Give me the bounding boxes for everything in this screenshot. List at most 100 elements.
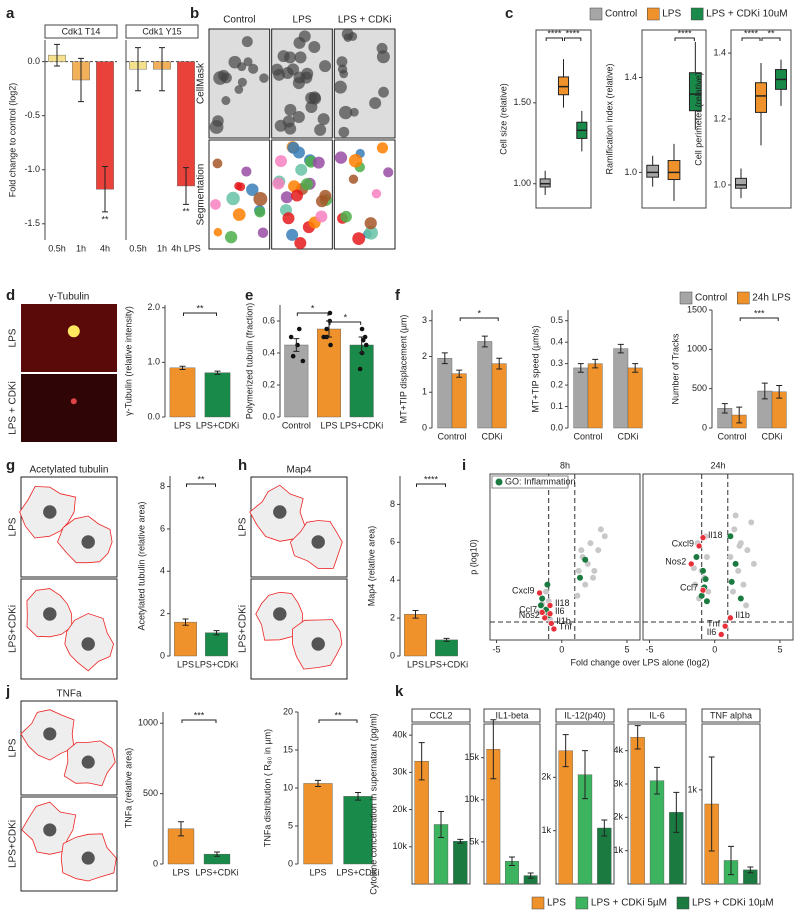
data-point	[700, 567, 706, 574]
significance: **	[196, 303, 204, 313]
error-bar	[592, 358, 599, 369]
bar	[317, 328, 341, 418]
data-point	[730, 588, 736, 595]
box	[557, 76, 570, 96]
data-point	[702, 576, 709, 583]
bar	[174, 621, 197, 657]
error-bar	[178, 821, 184, 837]
significance: ****	[547, 28, 562, 38]
error-bar	[135, 47, 141, 92]
error-bar	[159, 47, 165, 92]
y-tick-label: 15k	[464, 752, 479, 762]
panel-letter: j	[5, 683, 10, 700]
y-tick-label: 5	[288, 820, 293, 830]
y-tick-label: 8	[390, 499, 395, 509]
bar	[205, 632, 228, 657]
x-tick-label: LPS	[407, 659, 424, 669]
segment	[315, 210, 328, 223]
y-tick-label: 0	[702, 422, 707, 432]
bar	[343, 796, 373, 865]
image-title: Acetylated tubulin	[30, 465, 109, 476]
data-point	[321, 334, 326, 340]
segment	[210, 199, 221, 210]
cell	[333, 80, 347, 94]
segment	[383, 167, 394, 178]
data-point	[601, 533, 608, 540]
y-axis-label: MT+TIP displacement (µm)	[398, 315, 408, 424]
error-bar	[179, 365, 186, 370]
significance-bracket	[459, 317, 499, 321]
facet-header	[125, 24, 199, 39]
y-tick-label: 2k	[613, 812, 623, 822]
error-bar	[632, 363, 639, 373]
data-point	[300, 358, 306, 364]
cell-body	[81, 755, 95, 769]
segment	[287, 141, 300, 154]
bar	[204, 372, 231, 418]
row-label: LPS + CDKi	[8, 381, 19, 435]
segment	[334, 151, 348, 164]
y-tick-label: 0.0	[550, 422, 563, 432]
data-point	[582, 556, 589, 563]
y-axis-label: TNFa distribution ( R₈₀ in µm)	[262, 729, 272, 847]
y-axis-label: Map4 (relative area)	[366, 526, 376, 607]
y-tick-label: 2k	[541, 772, 551, 782]
bar	[491, 363, 507, 429]
bar	[404, 614, 427, 657]
legend-swatch	[575, 896, 589, 910]
error-bar	[443, 637, 450, 642]
box	[539, 178, 551, 188]
x-tick-label: 5	[777, 644, 782, 654]
y-tick-label: 0.0	[147, 411, 160, 421]
x-axis-label: Fold change over LPS alone (log2)	[570, 657, 709, 667]
error-bar	[326, 320, 332, 338]
x-tick-label: LPS+CDKi	[195, 659, 238, 669]
cell	[378, 86, 389, 98]
error-bar	[355, 792, 361, 801]
y-tick-label: 1.2	[713, 113, 726, 123]
significance: *	[311, 303, 315, 313]
y-axis-label: TNFa (relative area)	[123, 748, 133, 829]
significance: *	[344, 312, 348, 322]
y-tick-label: 0	[160, 650, 165, 660]
segment	[291, 189, 304, 202]
y-tick-label: 1000	[687, 344, 707, 354]
panel-letter: e	[245, 287, 253, 304]
cell	[376, 42, 388, 54]
point-label: Tnf	[559, 621, 573, 631]
segment	[288, 180, 301, 193]
data-point	[578, 547, 585, 554]
x-tick-label: 4h	[100, 243, 110, 253]
y-axis-label: Cell perimeter (relative)	[693, 72, 703, 166]
legend-label: LPS + CDKi 5µM	[591, 898, 667, 909]
y-tick-label: 0.2	[550, 379, 563, 389]
error-bar	[412, 610, 419, 619]
legend-label: GO: Inflammation	[505, 476, 576, 486]
x-tick-label: Control	[437, 431, 466, 441]
y-tick-label: 2	[390, 612, 395, 622]
y-tick-label: 0.0	[262, 411, 275, 421]
error-bar	[736, 406, 743, 424]
plot-frame	[642, 473, 794, 641]
significance-bracket	[674, 37, 695, 41]
cell	[341, 28, 354, 40]
point-label: Cxcl9	[672, 538, 695, 548]
segment	[340, 210, 352, 223]
y-tick-label: 1.0	[624, 167, 637, 177]
cell	[308, 91, 321, 104]
segment	[371, 189, 382, 199]
data-point	[574, 592, 581, 599]
data-point	[735, 567, 742, 574]
cell	[271, 63, 284, 76]
box	[755, 82, 767, 113]
error-bar	[481, 335, 488, 348]
facet-header	[627, 708, 687, 723]
x-tick-label: LPS	[309, 867, 326, 877]
y-tick-label: 0.2	[262, 379, 275, 389]
facet-header	[555, 708, 615, 723]
cell	[243, 57, 253, 67]
x-tick-label: CDKi	[761, 431, 782, 441]
x-tick-label: LPS	[172, 867, 189, 877]
error-bar	[577, 363, 584, 373]
facet-title: 8h	[560, 460, 570, 470]
